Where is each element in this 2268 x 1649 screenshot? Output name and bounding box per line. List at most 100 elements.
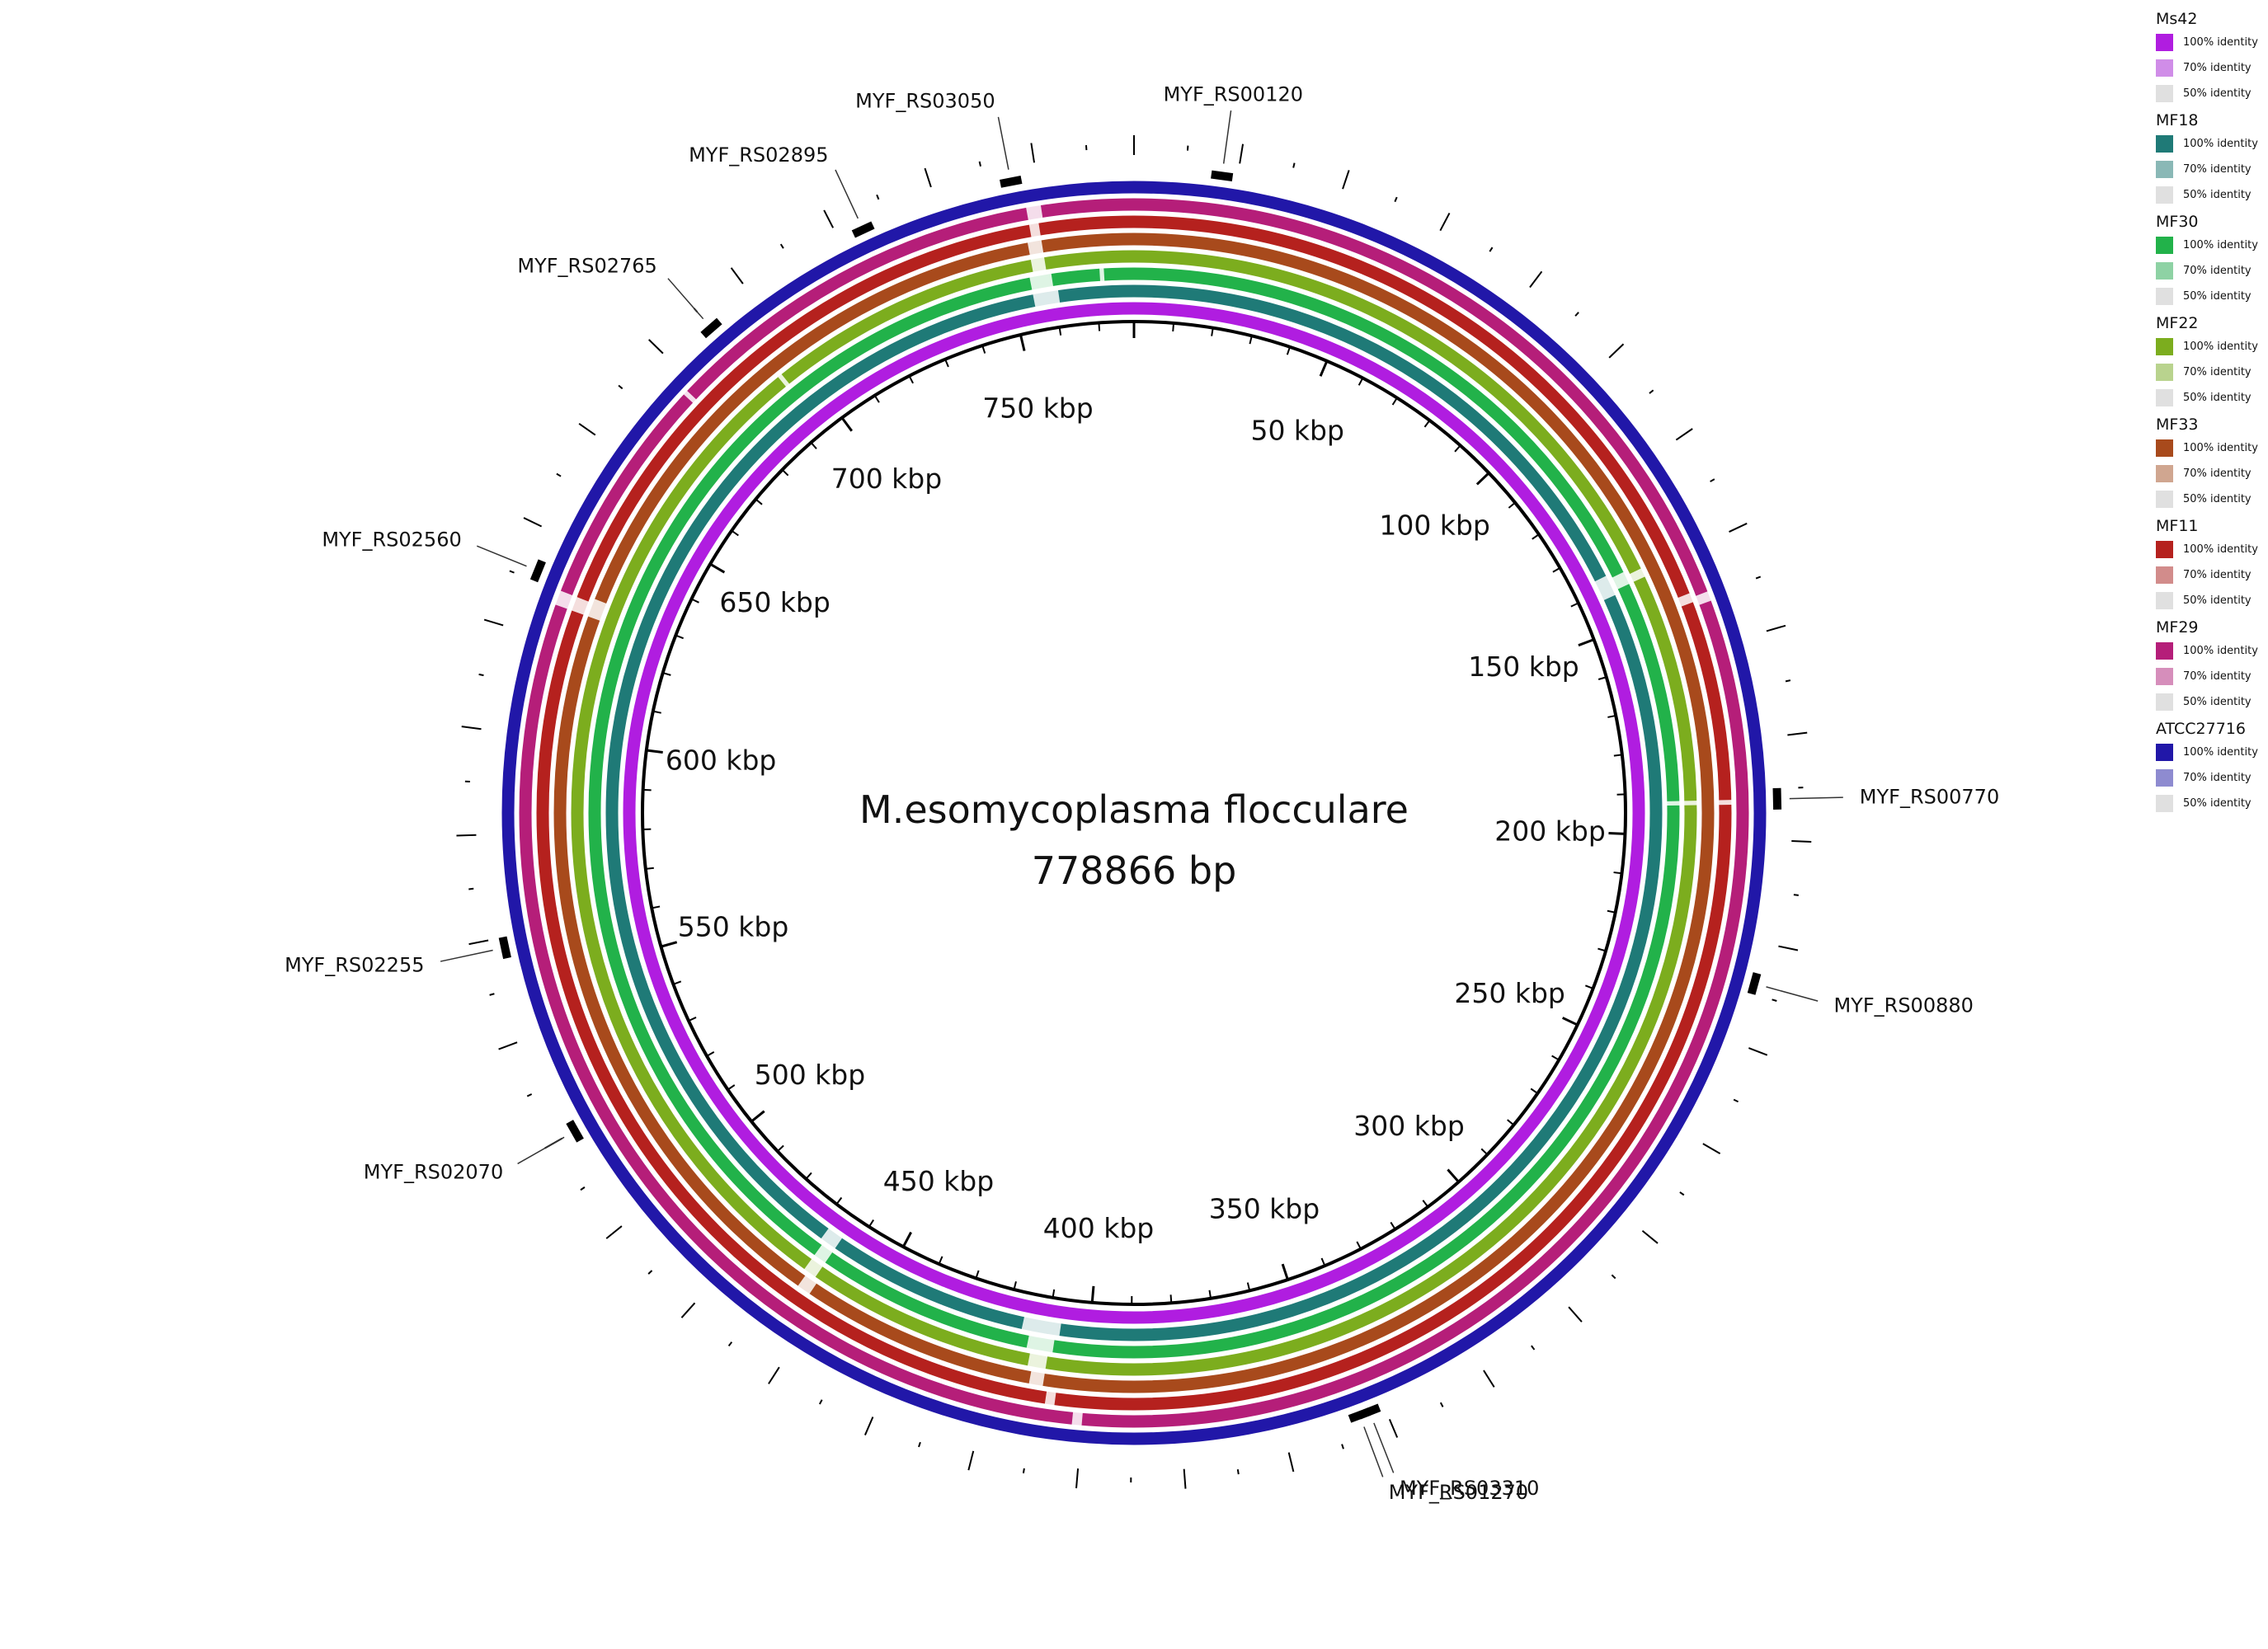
ring-gap-MF11-2: [1044, 1391, 1056, 1406]
legend-swatch: [2156, 693, 2173, 711]
gene-leader-line: [1789, 796, 1843, 800]
gene-leader-line: [476, 545, 527, 567]
outer-mark: [967, 1450, 975, 1471]
ruler-tick: [805, 1172, 812, 1180]
ruler-tick: [938, 1256, 943, 1265]
legend-label: 100% identity: [2183, 645, 2258, 657]
ruler-tick: [1019, 334, 1026, 351]
ruler-label: 100 kbp: [1379, 510, 1489, 542]
legend-label: 100% identity: [2183, 36, 2258, 49]
legend-item: 100% identity: [2156, 537, 2268, 562]
ruler-tick: [1356, 1241, 1362, 1250]
legend-item: 100% identity: [2156, 638, 2268, 664]
legend-label: 50% identity: [2183, 290, 2252, 303]
genome-title: M.esomycoplasma flocculare: [859, 787, 1409, 832]
ruler-tick: [868, 1219, 874, 1228]
ruler-label: 500 kbp: [755, 1059, 865, 1091]
legend-label: 100% identity: [2183, 543, 2258, 556]
legend-swatch: [2156, 668, 2173, 685]
outer-mark: [498, 1041, 518, 1050]
legend-group-title: ATCC27716: [2156, 720, 2246, 738]
gene-label: MYF_RS00770: [1860, 786, 1999, 809]
outer-mark: [768, 1366, 780, 1384]
ring-gap-MF33-0: [1028, 1370, 1045, 1387]
ruler-label: 250 kbp: [1454, 977, 1565, 1009]
ruler-tick: [1607, 909, 1616, 914]
outer-mark: [1239, 143, 1245, 164]
outer-mark: [523, 517, 543, 528]
ruler-ticks: [642, 322, 1626, 1304]
gene-leader-line: [1222, 110, 1232, 164]
gene-marker: [1358, 1403, 1381, 1420]
legend-label: 50% identity: [2183, 493, 2252, 505]
legend-item: 70% identity: [2156, 664, 2268, 689]
legend-swatch: [2156, 364, 2173, 381]
ring-gap-MF30-2: [1026, 1335, 1055, 1353]
gene-label: MYF_RS01270: [1389, 1481, 1528, 1504]
legend-swatch: [2156, 769, 2173, 787]
ring-MF29: [519, 198, 1749, 1428]
ruler-tick: [1508, 501, 1516, 509]
legend-item: 70% identity: [2156, 258, 2268, 284]
outer-mark: [1236, 1468, 1240, 1475]
outer-mark: [1388, 1418, 1399, 1438]
legend-label: 100% identity: [2183, 341, 2258, 353]
legend-group-title: Ms42: [2156, 10, 2198, 28]
outer-mark: [1287, 1452, 1295, 1473]
outer-mark: [578, 423, 596, 436]
outer-mark: [1439, 1402, 1444, 1407]
ring-gap-MF30-4: [1029, 273, 1054, 290]
outer-mark: [1702, 1143, 1721, 1155]
outer-mark: [1778, 945, 1799, 951]
legend-group-MF29: MF29 100% identity 70% identity 50% identit…: [2156, 617, 2268, 715]
legend-item: 50% identity: [2156, 486, 2268, 512]
ring-gap-MF22-4: [778, 373, 790, 388]
legend-label: 70% identity: [2183, 467, 2252, 480]
gene-leader-line: [1373, 1422, 1395, 1473]
ruler-tick: [1562, 1017, 1579, 1027]
gene-leader-line: [835, 169, 859, 219]
outer-mark: [978, 161, 981, 167]
outer-mark: [1483, 1369, 1495, 1388]
ring-gap-MF22-5: [1030, 256, 1047, 273]
ring-gap-MF11-0: [1677, 593, 1694, 607]
legend-swatch: [2156, 795, 2173, 812]
gene-label: MYF_RS00120: [1164, 82, 1303, 106]
outer-mark: [1772, 998, 1777, 1002]
legend-item: 100% identity: [2156, 334, 2268, 359]
gene-marker: [529, 559, 546, 583]
ruler-tick: [1613, 754, 1622, 757]
ruler-tick: [673, 980, 682, 985]
outer-mark: [483, 618, 504, 627]
legend-label: 50% identity: [2183, 594, 2252, 607]
ruler-tick: [706, 1051, 715, 1057]
outer-mark: [478, 673, 484, 677]
outer-mark: [580, 1186, 586, 1191]
outer-mark: [924, 167, 932, 188]
legend-group-MF18: MF18 100% identity 70% identity 50% identit…: [2156, 110, 2268, 208]
ruler-tick: [781, 469, 789, 477]
ring-MF22: [571, 250, 1697, 1376]
legend-swatch: [2156, 642, 2173, 660]
ring-ATCC27716: [501, 181, 1767, 1445]
legend-swatch: [2156, 237, 2173, 254]
gene-leader-line: [997, 116, 1009, 170]
legend-swatch: [2156, 491, 2173, 508]
ruler-tick: [840, 416, 853, 432]
ruler-label: 300 kbp: [1353, 1110, 1464, 1142]
ring-gap-MF30-3: [814, 1244, 833, 1263]
ruler-tick: [1249, 336, 1253, 345]
legend-label: 100% identity: [2183, 746, 2258, 759]
outer-dot-marks: [456, 135, 1812, 1489]
outer-mark: [918, 1441, 921, 1448]
outer-mark: [1574, 312, 1579, 317]
legend-label: 100% identity: [2183, 239, 2258, 251]
legend-label: 70% identity: [2183, 670, 2252, 683]
outer-mark: [1489, 247, 1494, 252]
ruler-tick: [1607, 714, 1616, 718]
gene-leader-line: [517, 1136, 565, 1165]
ruler-tick: [1058, 327, 1062, 336]
legend-label: 70% identity: [2183, 366, 2252, 378]
legend-swatch: [2156, 439, 2173, 457]
